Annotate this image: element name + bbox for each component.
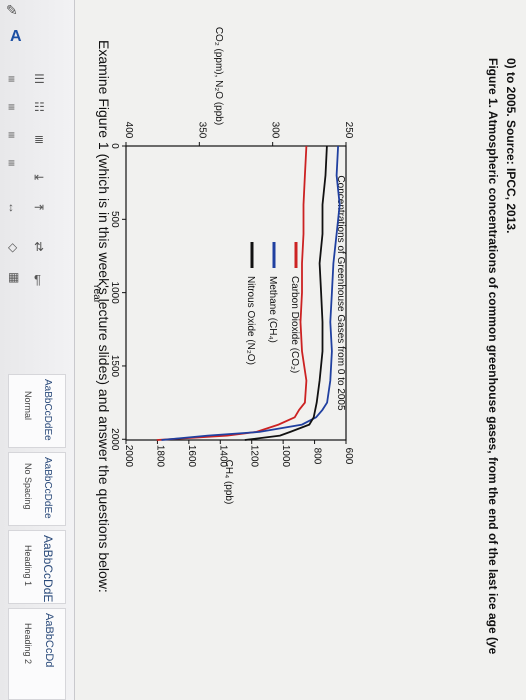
yright-tick-label: 1200 xyxy=(249,445,260,468)
line-spacing-icon[interactable]: ↕ xyxy=(8,200,14,214)
align-left-icon[interactable]: ≡ xyxy=(8,72,16,86)
pilcrow-icon[interactable]: ¶ xyxy=(34,272,41,287)
x-tick-label: 1000 xyxy=(109,282,120,305)
x-tick-label: 0 xyxy=(109,143,120,149)
yright-axis-label: CH₄ (ppb) xyxy=(223,460,234,505)
yright-tick-label: 1800 xyxy=(154,445,165,468)
series-line xyxy=(161,145,341,441)
plot-frame xyxy=(125,145,347,441)
yright-tick-label: 1400 xyxy=(217,445,228,468)
chart-title: Concentrations of Greenhouse Gases from … xyxy=(335,175,346,411)
x-axis-label: Year xyxy=(91,283,102,304)
style-heading-2[interactable]: AaBbCcDd Heading 2 xyxy=(8,608,66,700)
figure-caption-line2: 0) to 2005. Source: IPCC, 2013. xyxy=(504,58,518,234)
sort-icon[interactable]: ⇅ xyxy=(34,240,45,254)
series-line xyxy=(156,145,308,441)
style-no-spacing[interactable]: AaBbCcDdEe No Spacing xyxy=(8,452,66,526)
yright-tick-label: 600 xyxy=(343,448,354,465)
yright-tick-label: 2000 xyxy=(123,445,134,468)
shading-icon[interactable]: ◇ xyxy=(8,240,18,254)
decrease-indent-icon[interactable]: ⇤ xyxy=(34,170,45,184)
legend-label: Methane (CH₄) xyxy=(267,276,278,343)
yleft-tick-label: 250 xyxy=(343,122,354,139)
ribbon: ✎ A ☰ ☷ ≣ ⇤ ⇥ ⇅ ¶ ≡ ≡ ≡ ≡ ↕ ◇ ▦ AaBbCcDd… xyxy=(0,0,75,700)
numbering-icon[interactable]: ☷ xyxy=(34,100,45,114)
series-line xyxy=(244,145,328,441)
legend-label: Carbon Dioxide (CO₂) xyxy=(289,276,300,373)
yright-tick-label: 800 xyxy=(312,448,323,465)
increase-indent-icon[interactable]: ⇥ xyxy=(34,200,45,214)
align-right-icon[interactable]: ≡ xyxy=(8,128,16,142)
yright-tick-label: 1600 xyxy=(186,445,197,468)
format-painter-icon[interactable]: ✎ xyxy=(6,2,18,18)
font-color-icon[interactable]: A xyxy=(10,28,22,45)
x-tick-label: 1500 xyxy=(109,355,120,378)
x-tick-label: 2000 xyxy=(109,428,120,451)
justify-icon[interactable]: ≡ xyxy=(8,156,16,170)
figure-caption-line1: Figure 1. Atmospheric concentrations of … xyxy=(486,58,500,655)
legend-label: Nitrous Oxide (N₂O) xyxy=(245,276,256,365)
yleft-axis-label: CO₂ (ppm), N₂O (ppb) xyxy=(213,27,224,125)
x-tick-label: 500 xyxy=(109,211,120,228)
yleft-tick-label: 300 xyxy=(270,122,281,139)
bullets-icon[interactable]: ☰ xyxy=(34,72,45,86)
style-normal[interactable]: AaBbCcDdEe Normal xyxy=(8,374,66,448)
yleft-tick-label: 350 xyxy=(196,122,207,139)
borders-icon[interactable]: ▦ xyxy=(8,270,20,284)
yleft-tick-label: 400 xyxy=(123,122,134,139)
style-heading-1[interactable]: AaBbCcDdE Heading 1 xyxy=(8,530,66,604)
align-center-icon[interactable]: ≡ xyxy=(8,100,16,114)
yright-tick-label: 1000 xyxy=(280,445,291,468)
multilevel-list-icon[interactable]: ≣ xyxy=(34,132,45,146)
